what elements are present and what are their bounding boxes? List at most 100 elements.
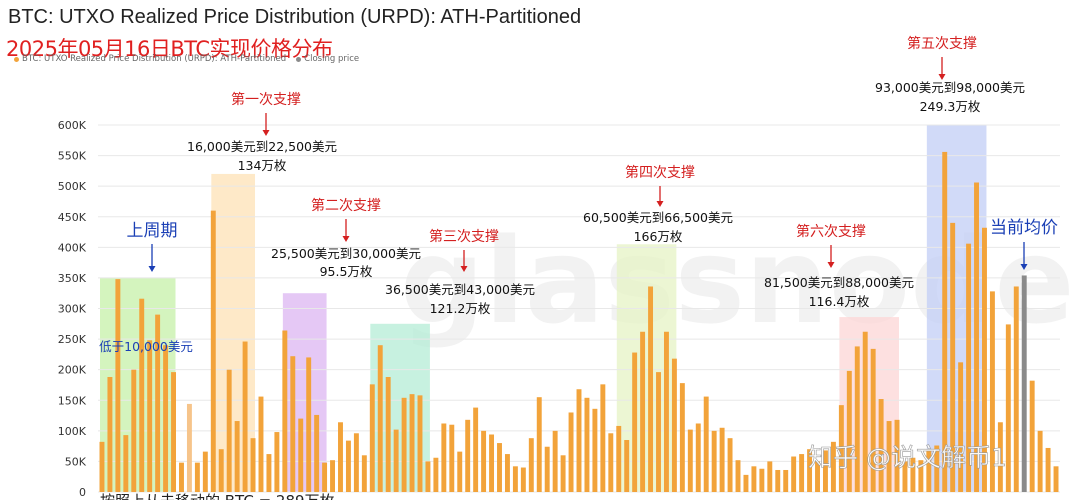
bar-87 — [791, 456, 797, 492]
annotation-title-6: 第五次支撑 — [907, 35, 977, 52]
chart-subtitle: 2025年05月16日BTC实现价格分布 — [6, 37, 333, 61]
y-tick-label-10: 500K — [58, 180, 87, 193]
bar-10 — [179, 462, 184, 492]
bar-94 — [846, 370, 852, 492]
bar-48 — [481, 430, 487, 492]
bar-22 — [274, 432, 280, 492]
bar-51 — [504, 454, 510, 492]
bar-76 — [703, 396, 709, 492]
bar-105 — [934, 445, 940, 492]
bar-27 — [314, 414, 320, 492]
annotation-arrow-head-1 — [262, 130, 270, 136]
annotation-range-5: 81,500美元到88,000美元 — [764, 275, 914, 290]
bar-13 — [202, 451, 208, 492]
bar-15 — [218, 449, 224, 492]
bar-86 — [783, 469, 789, 492]
bar-18 — [242, 341, 248, 492]
bar-54 — [528, 438, 534, 492]
bar-82 — [751, 466, 757, 492]
bar-20 — [258, 396, 264, 492]
bar-113 — [997, 422, 1003, 492]
bar-33 — [361, 455, 367, 492]
annotation-title-4: 第四次支撑 — [625, 164, 695, 181]
bar-1 — [107, 377, 113, 492]
annotation-title-1: 第一次支撑 — [231, 91, 301, 108]
bar-21 — [266, 454, 272, 492]
bar-99 — [886, 421, 892, 492]
bar-75 — [695, 423, 701, 492]
bar-30 — [338, 422, 343, 492]
bar-19 — [250, 438, 256, 492]
bar-104 — [926, 449, 932, 492]
bar-17 — [234, 421, 240, 492]
bar-41 — [425, 461, 431, 492]
zhihu-credit: 知乎 @说文解币1 — [808, 443, 1007, 472]
bar-58 — [560, 455, 566, 492]
bar-4 — [131, 369, 137, 492]
bar-117 — [1029, 380, 1035, 492]
bar-109 — [966, 243, 972, 492]
annotation-title-7: 当前均价 — [990, 218, 1058, 238]
y-tick-label-6: 300K — [58, 303, 87, 316]
bar-70 — [656, 372, 661, 492]
bar-59 — [568, 412, 574, 492]
annotation-amount-5: 116.4万枚 — [809, 294, 870, 309]
bar-73 — [679, 383, 685, 492]
bar-97 — [870, 348, 876, 492]
bar-40 — [417, 395, 423, 492]
annotation-arrow-head-7 — [1020, 264, 1028, 270]
legend-item-urpd[interactable]: BTC: UTXO Realized Price Distribution (U… — [14, 54, 286, 64]
annotation-title-0: 上周期 — [127, 221, 178, 241]
bar-79 — [727, 438, 733, 492]
bar-81 — [743, 474, 749, 492]
annotation-amount-3: 121.2万枚 — [430, 301, 491, 316]
legend-item-closing-price[interactable]: Closing price — [296, 54, 359, 64]
y-tick-label-4: 200K — [58, 364, 87, 377]
annotation-title-5: 第六次支撑 — [796, 223, 866, 240]
bar-36 — [385, 377, 391, 492]
bar-0 — [99, 441, 105, 492]
bar-53 — [520, 467, 526, 492]
bar-43 — [441, 423, 447, 492]
bar-8 — [163, 345, 169, 492]
bar-90 — [815, 461, 820, 492]
support-zone-2 — [282, 293, 327, 492]
annotation-arrow-head-4 — [656, 201, 664, 207]
bar-67 — [632, 352, 638, 492]
bar-9 — [171, 372, 176, 492]
bar-107 — [950, 222, 956, 492]
legend-dot-urpd — [14, 56, 19, 62]
bar-71 — [663, 331, 669, 492]
y-tick-label-9: 450K — [58, 211, 87, 224]
bar-93 — [838, 405, 844, 492]
annotation-range-0: 低于10,000美元 — [99, 339, 193, 354]
bar-35 — [377, 345, 383, 492]
bar-103 — [918, 460, 924, 492]
bar-44 — [449, 424, 455, 492]
y-tick-label-8: 400K — [58, 241, 87, 254]
bar-42 — [433, 457, 439, 492]
bar-69 — [648, 286, 654, 492]
bar-57 — [552, 430, 558, 492]
bar-101 — [902, 461, 908, 492]
legend: BTC: UTXO Realized Price Distribution (U… — [14, 54, 369, 64]
bar-14 — [210, 210, 216, 492]
grid-layer: 0 50K 100K 150K 200K 250K 300K 350K 400K 450K 500K… — [58, 119, 1060, 499]
bar-49 — [489, 434, 495, 492]
bar-38 — [401, 397, 407, 492]
bar-61 — [584, 397, 590, 492]
bar-115 — [1013, 286, 1019, 492]
bar-74 — [687, 429, 693, 492]
bar-108 — [958, 362, 964, 492]
bar-95 — [854, 346, 860, 492]
bar-118 — [1037, 430, 1043, 492]
legend-label-urpd: BTC: UTXO Realized Price Distribution (U… — [22, 54, 287, 64]
bar-110 — [974, 182, 979, 492]
bar-92 — [830, 441, 836, 492]
annotation-range-4: 60,500美元到66,500美元 — [583, 210, 733, 225]
bar-24 — [290, 356, 296, 492]
bar-55 — [536, 397, 542, 492]
annotation-range-2: 25,500美元到30,000美元 — [271, 246, 421, 261]
annotation-arrow-head-3 — [460, 266, 468, 272]
